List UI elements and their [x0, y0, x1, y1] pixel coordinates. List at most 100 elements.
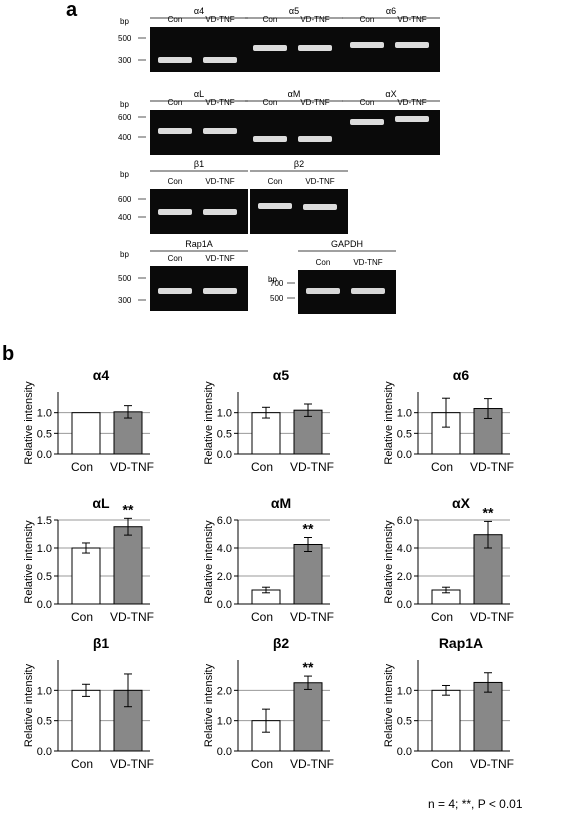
y-axis-label: Relative intensity	[383, 663, 395, 747]
x-tick-label: Con	[431, 460, 453, 474]
gel-band	[395, 42, 429, 48]
gel-band	[350, 42, 384, 48]
gel-lane-label: Con	[360, 15, 375, 24]
footnote: n = 4; **, P < 0.01	[428, 797, 523, 811]
gel-image	[250, 189, 348, 234]
gel-lane-label: VD-TNF	[397, 15, 426, 24]
x-tick-label: VD-TNF	[110, 610, 154, 624]
chart-title: αX	[452, 495, 471, 511]
ladder-label: 300	[118, 56, 132, 65]
gel-lane-label: VD-TNF	[353, 258, 382, 267]
y-tick-label: 1.0	[37, 408, 52, 420]
gel-band	[203, 57, 237, 63]
ladder-label: 600	[118, 113, 132, 122]
gel-lane-label: Con	[263, 15, 278, 24]
gel-band	[158, 209, 192, 215]
y-tick-label: 0.5	[37, 571, 52, 583]
y-tick-label: 0.0	[37, 449, 52, 461]
y-tick-label: 2.0	[217, 685, 232, 697]
y-tick-label: 4.0	[217, 543, 232, 555]
bp-label: bp	[120, 17, 129, 26]
gel-lane-label: VD-TNF	[305, 177, 334, 186]
gel-band	[395, 116, 429, 122]
x-tick-label: VD-TNF	[110, 460, 154, 474]
gel-lane-label: VD-TNF	[205, 254, 234, 263]
gel-image	[245, 110, 343, 155]
gel-band	[306, 288, 340, 294]
chart-title: αM	[271, 495, 291, 511]
x-tick-label: VD-TNF	[290, 757, 334, 771]
gel-lane-label: VD-TNF	[300, 98, 329, 107]
x-tick-label: VD-TNF	[290, 460, 334, 474]
gel-band	[158, 128, 192, 134]
y-tick-label: 0.0	[217, 746, 232, 758]
gel-lane-label: Con	[316, 258, 331, 267]
gel-lane-label: Con	[268, 177, 283, 186]
x-tick-label: VD-TNF	[470, 460, 514, 474]
y-tick-label: 0.0	[397, 599, 412, 611]
gel-band	[253, 45, 287, 51]
x-tick-label: Con	[431, 610, 453, 624]
significance-marker: **	[303, 521, 314, 537]
chart-title: β2	[273, 635, 290, 651]
y-tick-label: 0.0	[397, 449, 412, 461]
gel-band	[203, 288, 237, 294]
y-axis-label: Relative intensity	[203, 381, 215, 465]
bar-vd-tnf	[293, 544, 323, 605]
y-tick-label: 1.0	[37, 543, 52, 555]
ladder-label: 700	[270, 279, 284, 288]
y-axis-label: Relative intensity	[383, 520, 395, 604]
bar-con	[251, 412, 281, 455]
y-tick-label: 1.5	[37, 515, 52, 527]
bar-con	[431, 689, 461, 752]
bar-con	[71, 412, 101, 455]
chart-title: α5	[273, 367, 290, 383]
gel-band	[351, 288, 385, 294]
gel-gene-label: α4	[194, 6, 204, 16]
bar-vd-tnf	[473, 681, 503, 752]
y-axis-label: Relative intensity	[203, 520, 215, 604]
y-tick-label: 0.0	[37, 746, 52, 758]
gel-lane-label: Con	[168, 98, 183, 107]
chart-title: Rap1A	[439, 635, 483, 651]
y-tick-label: 1.0	[217, 408, 232, 420]
bp-label: bp	[120, 250, 129, 259]
bar-vd-tnf	[113, 411, 143, 455]
significance-marker: **	[303, 659, 314, 675]
gel-lane-label: Con	[263, 98, 278, 107]
x-tick-label: Con	[251, 757, 273, 771]
x-tick-label: VD-TNF	[470, 610, 514, 624]
x-tick-label: Con	[431, 757, 453, 771]
y-tick-label: 0.5	[37, 716, 52, 728]
bar-con	[71, 547, 101, 605]
chart-title: α4	[93, 367, 110, 383]
chart-title: β1	[93, 635, 110, 651]
bar-vd-tnf	[113, 526, 143, 605]
gel-band	[158, 57, 192, 63]
bar-con	[71, 689, 101, 752]
y-axis-label: Relative intensity	[203, 663, 215, 747]
y-tick-label: 6.0	[217, 515, 232, 527]
gel-lane-label: Con	[168, 15, 183, 24]
gel-image	[150, 27, 248, 72]
y-tick-label: 0.5	[397, 428, 412, 440]
gel-band	[158, 288, 192, 294]
ladder-label: 500	[118, 34, 132, 43]
gel-lane-label: Con	[168, 254, 183, 263]
gel-lane-label: VD-TNF	[300, 15, 329, 24]
bp-label: bp	[120, 170, 129, 179]
gel-gene-label: α5	[289, 6, 299, 16]
y-tick-label: 0.0	[37, 599, 52, 611]
bp-label: bp	[268, 275, 277, 284]
x-tick-label: VD-TNF	[110, 757, 154, 771]
y-tick-label: 2.0	[397, 571, 412, 583]
y-tick-label: 1.0	[37, 685, 52, 697]
